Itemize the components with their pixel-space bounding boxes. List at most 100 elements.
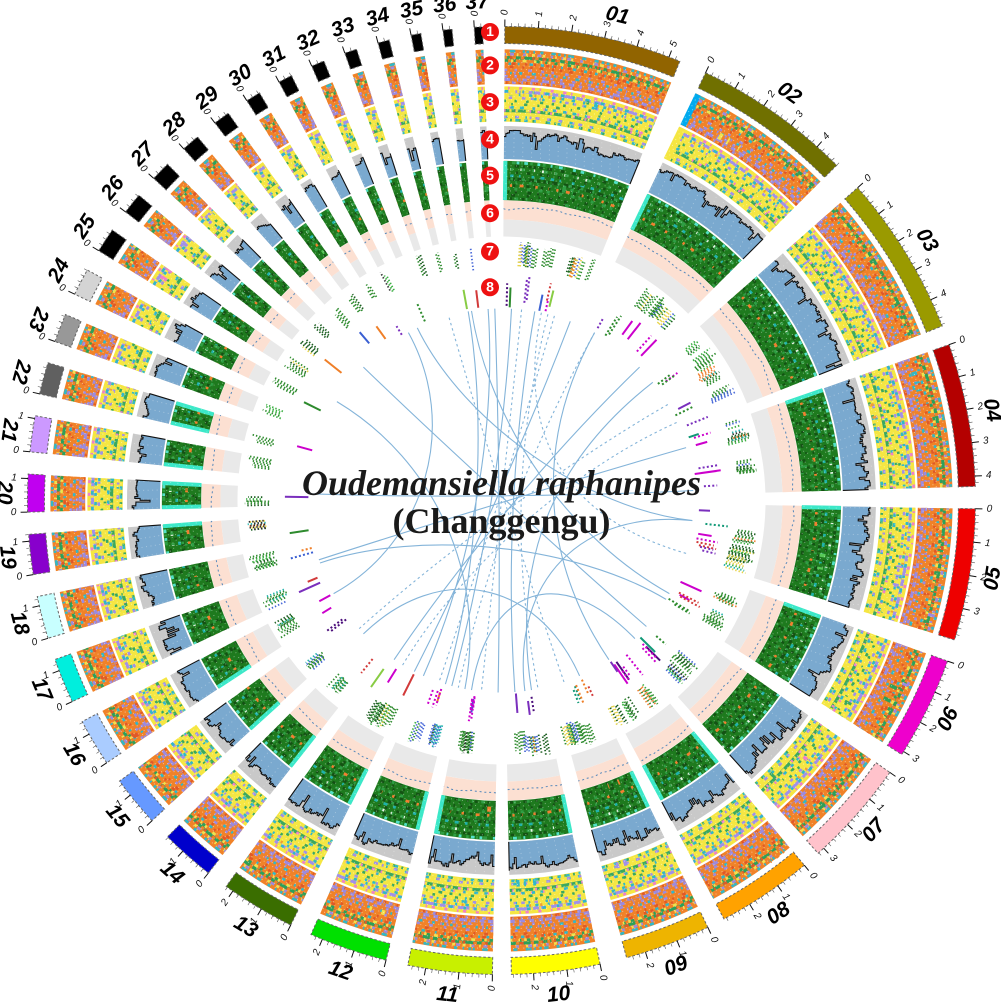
svg-text:1: 1: [563, 980, 575, 987]
svg-text:0: 0: [487, 985, 498, 991]
svg-text:3: 3: [923, 257, 934, 270]
svg-text:1: 1: [885, 199, 896, 211]
svg-text:0: 0: [334, 36, 346, 45]
svg-text:2: 2: [643, 960, 656, 970]
svg-text:0: 0: [896, 774, 907, 786]
svg-text:1: 1: [943, 692, 953, 704]
svg-text:1: 1: [22, 603, 30, 615]
svg-text:7: 7: [486, 243, 494, 259]
svg-text:8: 8: [486, 279, 494, 295]
svg-text:0: 0: [194, 878, 206, 890]
svg-text:2: 2: [979, 572, 988, 584]
svg-text:2: 2: [927, 722, 938, 735]
svg-text:21: 21: [0, 416, 23, 443]
svg-text:0: 0: [90, 764, 101, 776]
svg-text:4: 4: [986, 470, 993, 481]
svg-text:0: 0: [168, 133, 180, 145]
svg-text:2: 2: [417, 978, 429, 987]
svg-text:3: 3: [827, 853, 839, 865]
svg-text:10: 10: [546, 981, 572, 1003]
svg-text:20: 20: [0, 480, 16, 505]
svg-text:0: 0: [807, 870, 819, 882]
svg-text:19: 19: [0, 544, 21, 570]
svg-text:0: 0: [435, 13, 447, 20]
svg-text:0: 0: [597, 974, 609, 982]
svg-text:2: 2: [568, 14, 580, 23]
svg-text:Oudemansiella raphanipes: Oudemansiella raphanipes: [302, 463, 701, 503]
svg-text:2: 2: [904, 227, 916, 240]
svg-text:3: 3: [602, 20, 614, 28]
svg-text:2: 2: [218, 897, 231, 909]
svg-text:0: 0: [37, 331, 46, 343]
svg-text:0: 0: [57, 282, 67, 295]
svg-text:1: 1: [984, 538, 991, 549]
svg-text:2: 2: [486, 57, 494, 73]
svg-text:0: 0: [956, 660, 965, 672]
svg-text:4: 4: [486, 131, 494, 147]
svg-text:(Changgengu): (Changgengu): [392, 501, 610, 541]
svg-text:3: 3: [486, 93, 494, 109]
svg-text:1: 1: [72, 735, 82, 747]
svg-text:0: 0: [468, 10, 479, 17]
svg-text:2: 2: [750, 910, 763, 922]
svg-text:01: 01: [603, 1, 631, 29]
svg-text:6: 6: [486, 204, 494, 220]
svg-text:1: 1: [736, 71, 748, 81]
svg-text:2: 2: [976, 401, 985, 413]
svg-text:0: 0: [402, 18, 414, 26]
svg-text:0: 0: [377, 969, 389, 977]
svg-text:1: 1: [12, 537, 18, 548]
svg-text:1: 1: [11, 472, 17, 483]
svg-text:2: 2: [765, 88, 778, 100]
svg-text:0: 0: [16, 571, 24, 583]
svg-text:0: 0: [109, 197, 120, 209]
svg-text:4: 4: [821, 130, 833, 142]
svg-text:1: 1: [780, 892, 792, 903]
svg-text:0: 0: [500, 9, 511, 15]
svg-text:1: 1: [41, 670, 50, 682]
svg-text:5: 5: [668, 39, 680, 49]
svg-text:0: 0: [30, 636, 39, 648]
svg-text:36: 36: [432, 0, 458, 18]
svg-text:4: 4: [635, 28, 647, 37]
svg-text:0: 0: [11, 507, 17, 518]
svg-text:0: 0: [136, 824, 148, 836]
svg-text:0: 0: [200, 106, 212, 117]
svg-text:1: 1: [343, 960, 355, 969]
svg-text:0: 0: [13, 445, 20, 457]
svg-text:1: 1: [486, 23, 494, 39]
svg-text:1: 1: [969, 367, 977, 379]
svg-text:35: 35: [398, 0, 425, 23]
svg-text:0: 0: [266, 65, 279, 75]
svg-text:0: 0: [278, 932, 291, 942]
svg-text:3: 3: [982, 435, 989, 447]
svg-text:1: 1: [452, 983, 463, 990]
svg-text:05: 05: [979, 565, 1001, 592]
svg-text:0: 0: [862, 172, 874, 184]
svg-text:0: 0: [706, 55, 719, 65]
svg-text:1: 1: [17, 410, 24, 422]
svg-text:0: 0: [22, 385, 30, 397]
svg-text:0: 0: [987, 504, 993, 515]
svg-text:1: 1: [248, 916, 260, 926]
svg-text:1: 1: [875, 802, 886, 814]
svg-text:0: 0: [300, 49, 312, 59]
svg-text:0: 0: [138, 163, 150, 175]
svg-text:3: 3: [910, 753, 921, 766]
svg-text:0: 0: [958, 334, 967, 346]
svg-text:0: 0: [233, 84, 246, 95]
svg-text:0: 0: [368, 25, 380, 34]
svg-text:04: 04: [979, 396, 1001, 423]
svg-text:4: 4: [939, 288, 949, 301]
svg-text:37: 37: [465, 0, 491, 14]
svg-text:1: 1: [534, 11, 545, 17]
svg-text:3: 3: [794, 108, 806, 119]
svg-text:0: 0: [55, 701, 65, 714]
svg-text:3: 3: [973, 606, 981, 618]
svg-text:1: 1: [676, 949, 688, 958]
svg-text:1: 1: [167, 856, 179, 868]
svg-text:2: 2: [311, 947, 324, 958]
svg-text:5: 5: [486, 167, 494, 183]
svg-text:0: 0: [708, 935, 721, 945]
svg-text:1: 1: [114, 798, 125, 810]
